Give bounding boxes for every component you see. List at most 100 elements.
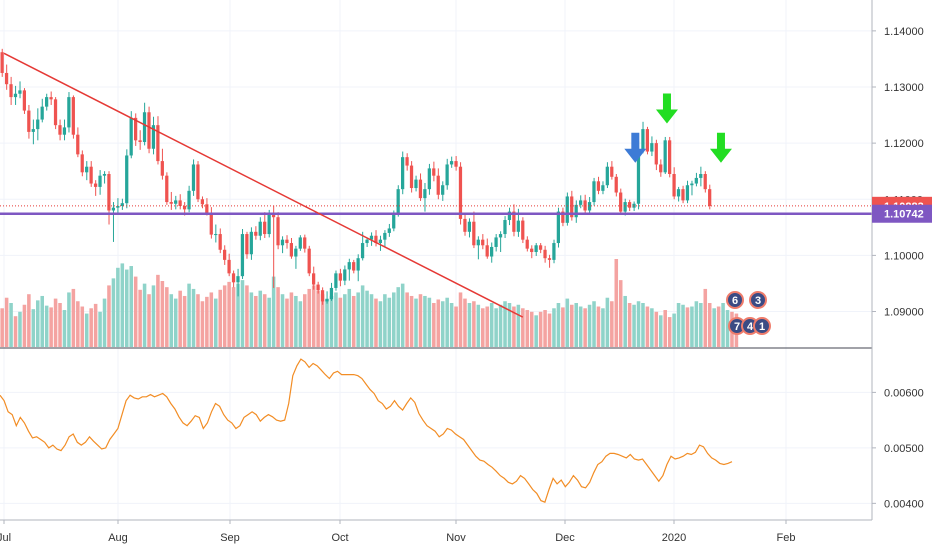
arrow-markers[interactable] [624, 93, 732, 163]
volume-bar [338, 297, 343, 347]
volume-bar [169, 294, 174, 347]
candle-up [494, 237, 498, 247]
volume-bar [449, 303, 454, 347]
candle-down [619, 192, 623, 212]
volume-bar [262, 294, 267, 347]
volume-bar [694, 301, 699, 347]
candle-down [374, 235, 378, 244]
candle-down [182, 205, 187, 210]
volume-bar [703, 288, 708, 347]
volume-bar [102, 298, 107, 347]
event-badge-count: 4 [747, 321, 754, 333]
candle-up [45, 97, 49, 107]
candle-down [570, 196, 574, 218]
volume-bar [125, 269, 129, 347]
volume-bar [36, 300, 40, 347]
indicator-series [0, 358, 733, 503]
volume-bar [489, 303, 494, 347]
candle-down [0, 52, 4, 73]
candle-down [668, 140, 672, 174]
volume-bar [632, 304, 636, 347]
candle-down [458, 166, 463, 219]
candle-up [360, 243, 365, 259]
candle-down [271, 213, 276, 218]
candle-up [423, 189, 427, 199]
candle-up [694, 177, 698, 184]
trendline[interactable] [3, 52, 524, 318]
candle-down [227, 259, 231, 274]
volume-bar [53, 298, 58, 347]
volume-bar [476, 304, 481, 347]
volume-bar [636, 301, 641, 347]
candle-up [258, 221, 262, 236]
green-down-arrow-icon[interactable] [655, 93, 678, 124]
volume-bar [565, 298, 570, 347]
volume-bar [31, 309, 36, 347]
candle-down [525, 239, 529, 249]
volume-bar [618, 280, 623, 347]
volume-bar [672, 313, 676, 347]
candle-down [418, 179, 423, 199]
volume-bar [721, 303, 725, 347]
volume-bar [156, 274, 160, 347]
volume-bar [133, 276, 138, 347]
event-badges[interactable]: 6 3 7 4 1 [726, 291, 771, 335]
candle-up [636, 149, 641, 204]
volume-bar [458, 292, 463, 347]
candle-down [254, 231, 258, 236]
volume-bar [405, 292, 409, 347]
volume-bar [427, 297, 432, 347]
time-tick-label: 2020 [662, 532, 686, 544]
candle-up [329, 287, 334, 300]
time-tick-label: Dec [555, 532, 575, 544]
candle-down [165, 175, 169, 203]
candle-down [76, 134, 80, 155]
volume-bar [472, 301, 476, 347]
volume-bar [627, 303, 632, 347]
volume-bar [659, 315, 663, 347]
candle-down [485, 245, 489, 257]
event-badge-count: 1 [759, 321, 765, 333]
candle-up [476, 239, 480, 246]
volume-bar [187, 283, 191, 347]
volume-bar [392, 292, 396, 347]
volume-bar [365, 290, 369, 347]
candle-up [579, 200, 583, 205]
event-badge-icon[interactable] [753, 317, 771, 335]
indicator-line [0, 358, 733, 503]
candle-down [405, 157, 409, 166]
volume-bar [387, 297, 392, 347]
green-down-arrow-icon[interactable] [709, 132, 732, 163]
volume-bar [481, 308, 485, 347]
volume-bar [89, 308, 93, 347]
volume-bar [80, 306, 85, 347]
candle-up [36, 119, 40, 130]
volume-bar [0, 308, 4, 347]
drawing-lines[interactable] [0, 52, 872, 318]
volume-bar [205, 296, 209, 347]
candle-up [85, 166, 89, 173]
candle-down [209, 212, 213, 235]
candle-up [592, 181, 596, 203]
event-badge-count: 3 [755, 295, 761, 307]
candle-down [231, 273, 236, 283]
blue-down-arrow-icon[interactable] [624, 132, 647, 163]
candle-down [53, 99, 58, 126]
volume-bar [120, 263, 125, 347]
candle-up [490, 246, 494, 257]
volume-bar [111, 278, 116, 347]
volume-bar [654, 311, 659, 347]
volume-bar [725, 310, 730, 347]
volume-bar [303, 294, 307, 347]
event-badge-icon[interactable] [749, 291, 767, 309]
candle-down [9, 84, 13, 98]
volume-bar [360, 285, 365, 347]
volume-bar [307, 288, 311, 347]
candle-up [601, 185, 605, 191]
event-badge-icon[interactable] [726, 291, 744, 309]
volume-bar [227, 281, 231, 347]
volume-bar [432, 303, 436, 347]
candle-down [436, 175, 440, 195]
candle-up [67, 97, 71, 128]
